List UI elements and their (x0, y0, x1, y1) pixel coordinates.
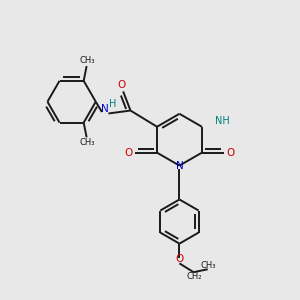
Text: N: N (101, 104, 109, 114)
Text: CH₃: CH₃ (80, 56, 95, 65)
Text: O: O (175, 254, 184, 264)
Text: CH₃: CH₃ (80, 138, 95, 147)
Text: O: O (226, 148, 235, 158)
Text: NH: NH (215, 116, 230, 126)
Text: CH₂: CH₂ (187, 272, 202, 280)
Text: O: O (124, 148, 133, 158)
Text: O: O (118, 80, 126, 90)
Text: H: H (109, 99, 116, 109)
Text: N: N (176, 161, 184, 172)
Text: CH₃: CH₃ (201, 261, 216, 270)
